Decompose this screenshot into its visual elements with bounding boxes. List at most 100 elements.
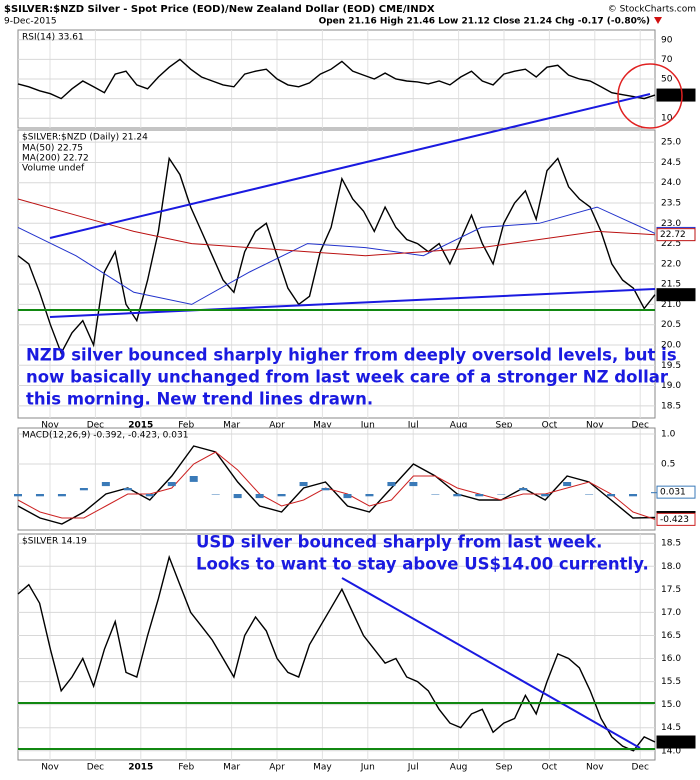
legend-entry: MA(200) 22.72 [22, 154, 89, 164]
annotation: Looks to want to stay above US$14.00 cur… [196, 555, 649, 574]
histogram-bar [563, 482, 572, 487]
x-tick-label: Sep [496, 763, 513, 773]
histogram-bar [299, 482, 308, 487]
series-line [17, 198, 656, 257]
histogram-bar [431, 494, 440, 495]
value-box [656, 735, 696, 749]
trend-line [49, 288, 656, 318]
x-tick-label: Aug [450, 421, 468, 431]
y-tick-label: 16.5 [661, 631, 681, 641]
highlight-circle [617, 63, 683, 129]
histogram-bar [519, 488, 528, 491]
y-tick-label: 14.0 [661, 746, 681, 756]
x-tick-label: Nov [41, 763, 59, 773]
histogram-bar [321, 488, 330, 491]
x-tick-label: May [313, 763, 332, 773]
histogram-bar [497, 494, 506, 495]
y-tick-label: 17.0 [661, 608, 681, 618]
down-marker [654, 17, 662, 24]
histogram-bar [145, 494, 154, 497]
y-tick-label: 15.5 [661, 677, 681, 687]
histogram-bar [189, 476, 198, 482]
panel [17, 129, 656, 419]
series-line [17, 554, 656, 752]
histogram-bar [541, 494, 550, 497]
series-line [17, 206, 656, 305]
series-line [17, 156, 656, 355]
panel-title: $SILVER 14.19 [22, 537, 87, 547]
value-label: -0.423 [660, 515, 689, 525]
value-box [656, 512, 696, 526]
y-tick-label: 24.5 [661, 158, 681, 168]
panel [17, 427, 656, 531]
y-tick-label: 21.5 [661, 280, 681, 290]
x-tick-label: Nov [586, 763, 604, 773]
y-tick-label: 20.0 [661, 340, 681, 350]
value-box [656, 228, 696, 242]
x-tick-label: Feb [178, 763, 194, 773]
x-tick-label: Apr [269, 421, 285, 431]
y-tick-label: 17.5 [661, 585, 681, 595]
x-tick-label: Oct [542, 421, 558, 431]
x-tick-label: Dec [87, 763, 104, 773]
trend-line [341, 577, 641, 749]
value-box [656, 485, 696, 499]
y-tick-label: 10 [661, 114, 673, 124]
y-tick-label: 70 [661, 55, 673, 65]
y-tick-label: 14.5 [661, 723, 681, 733]
annotation: now basically unchanged from last week c… [26, 368, 669, 387]
histogram-bar [233, 494, 242, 499]
histogram-bar [35, 494, 44, 497]
legend-entry: MA(50) 22.75 [22, 144, 83, 154]
histogram-bar [101, 482, 110, 487]
x-tick-label: Dec [631, 763, 648, 773]
histogram-bar [277, 494, 286, 497]
x-tick-label: Dec [87, 421, 104, 431]
title: $SILVER:$NZD Silver - Spot Price (EOD)/N… [4, 4, 435, 15]
y-tick-label: 90 [661, 35, 673, 45]
y-tick-label: 19.0 [661, 381, 681, 391]
y-tick-label: 25.0 [661, 138, 681, 148]
value-label: 21.24 [660, 290, 686, 300]
annotation: NZD silver bounced sharply higher from d… [26, 346, 677, 365]
panel [17, 533, 656, 761]
y-tick-label: 18.5 [661, 401, 681, 411]
x-tick-label: Dec [631, 421, 648, 431]
y-tick-label: 0.5 [661, 460, 675, 470]
y-tick-label: 20.5 [661, 320, 681, 330]
source: © StockCharts.com [608, 5, 696, 15]
x-tick-label: Sep [496, 421, 513, 431]
histogram-bar [211, 494, 220, 495]
value-label: 14.19 [660, 738, 686, 748]
trend-line [49, 93, 651, 239]
value-box [656, 288, 696, 302]
x-tick-label: Mar [223, 763, 240, 773]
y-tick-label: 19.5 [661, 361, 681, 371]
x-tick-label: May [313, 421, 332, 431]
date: 9-Dec-2015 [4, 17, 57, 27]
histogram-bar [585, 494, 594, 495]
value-label: 0.031 [660, 488, 686, 498]
x-tick-label: Apr [269, 763, 285, 773]
histogram-bar [651, 492, 659, 494]
histogram-bar [629, 494, 638, 497]
annotation: USD silver bounced sharply from last wee… [196, 533, 602, 552]
x-tick-label: Jul [407, 763, 419, 773]
legend-entry: Volume undef [22, 164, 85, 174]
histogram-bar [365, 494, 374, 497]
x-tick-label: Nov [41, 421, 59, 431]
y-tick-label: 50 [661, 75, 673, 85]
y-tick-label: 18.5 [661, 539, 681, 549]
histogram-bar [57, 494, 66, 497]
x-tick-label: Jun [360, 421, 375, 431]
histogram-bar [387, 482, 396, 487]
y-tick-label: 23.0 [661, 219, 681, 229]
y-tick-label: 22.5 [661, 239, 681, 249]
histogram-bar [167, 482, 176, 487]
x-tick-label: Feb [178, 421, 194, 431]
y-tick-label: 24.0 [661, 178, 681, 188]
histogram-bar [453, 494, 462, 497]
histogram-bar [607, 494, 616, 497]
value-label: 33.61 [660, 91, 686, 101]
